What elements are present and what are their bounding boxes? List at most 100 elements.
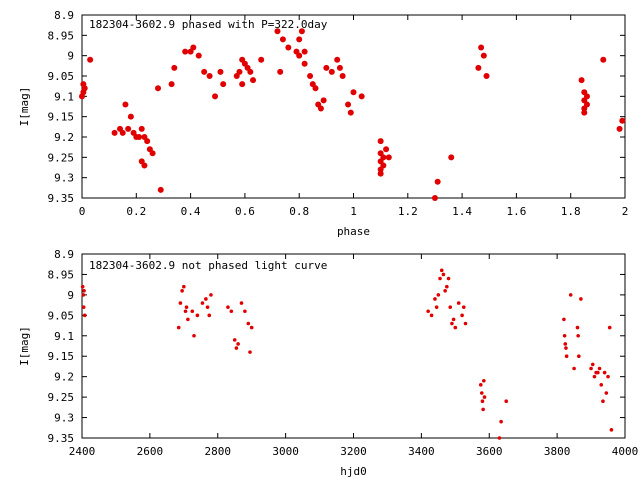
- data-point: [250, 77, 257, 84]
- y-tick-label: 9.2: [54, 371, 74, 384]
- data-point: [461, 305, 466, 309]
- data-point: [195, 52, 202, 59]
- x-tick-label: 2800: [205, 445, 232, 458]
- data-point: [576, 333, 580, 338]
- data-point: [599, 383, 604, 387]
- data-point: [601, 399, 605, 404]
- x-tick-label: 1.8: [561, 205, 581, 218]
- data-point: [583, 93, 590, 100]
- data-point: [475, 64, 482, 71]
- data-point: [127, 113, 134, 120]
- data-point: [426, 309, 430, 314]
- data-point: [258, 56, 265, 63]
- y-tick-label: 8.95: [48, 268, 75, 281]
- data-point: [296, 36, 303, 43]
- x-axis-label: phase: [337, 225, 370, 238]
- chart-title: 182304-3602.9 not phased light curve: [89, 259, 327, 272]
- data-point: [204, 297, 208, 301]
- data-point: [619, 117, 626, 124]
- data-point: [433, 297, 437, 301]
- data-point: [312, 85, 319, 92]
- data-point: [597, 366, 602, 371]
- data-point: [616, 125, 623, 132]
- data-point: [431, 195, 438, 201]
- data-point: [279, 36, 286, 43]
- data-point: [80, 81, 87, 88]
- data-point: [320, 97, 327, 104]
- data-point: [274, 28, 281, 35]
- data-point: [483, 73, 490, 79]
- data-point: [168, 81, 175, 88]
- data-point: [377, 170, 384, 177]
- data-point: [249, 325, 254, 330]
- data-point: [602, 370, 607, 375]
- y-axis-label: I[mag]: [18, 87, 31, 127]
- plot-frame: [81, 253, 626, 439]
- x-tick-label: 1: [350, 205, 357, 218]
- y-axis-label: I[mag]: [18, 326, 31, 366]
- x-tick-label: 2400: [69, 445, 96, 458]
- data-point: [285, 44, 292, 51]
- data-point: [596, 370, 600, 375]
- y-tick-label: 8.9: [54, 9, 74, 22]
- data-point: [301, 48, 308, 55]
- data-point: [604, 391, 609, 395]
- data-point: [212, 93, 219, 100]
- data-point: [190, 44, 197, 51]
- data-point: [209, 293, 213, 297]
- data-point: [87, 56, 94, 63]
- data-point: [138, 125, 145, 132]
- data-point: [480, 52, 487, 59]
- data-point: [577, 354, 581, 359]
- data-point: [448, 305, 453, 309]
- data-point: [236, 342, 240, 346]
- data-point: [180, 289, 184, 293]
- x-tick-label: 1.4: [452, 205, 472, 218]
- data-point: [497, 436, 502, 440]
- chart-panel-1: 0 0.2 0.4 0.6 0.8 1 1.2 1.4 1.6 1.8 2 8.9 8.95 9 9.05 9…: [18, 9, 628, 238]
- data-point: [217, 68, 224, 75]
- y-tick-label: 9.35: [48, 432, 75, 445]
- data-point: [456, 301, 461, 305]
- data-point: [307, 73, 314, 79]
- data-point: [201, 68, 208, 75]
- data-point: [439, 268, 444, 273]
- data-point: [317, 105, 324, 112]
- data-point: [190, 309, 195, 314]
- data-point: [350, 89, 357, 96]
- data-point: [592, 374, 597, 379]
- data-point: [480, 399, 485, 404]
- y-tick-label: 9: [67, 50, 74, 63]
- data-point: [246, 321, 251, 326]
- data-point: [171, 64, 178, 71]
- data-point: [572, 366, 576, 371]
- data-point: [383, 146, 390, 153]
- data-point: [479, 391, 484, 395]
- y-tick-label: 9.1: [54, 90, 74, 103]
- data-point: [434, 305, 439, 309]
- data-point: [236, 68, 243, 75]
- data-point: [136, 134, 143, 140]
- data-point: [438, 276, 442, 281]
- data-point: [448, 154, 455, 161]
- x-tick-label: 0.2: [126, 205, 146, 218]
- x-tick-label: 1.6: [506, 205, 526, 218]
- data-point: [609, 428, 614, 432]
- plot-frame: [81, 14, 626, 199]
- data-point: [205, 305, 210, 309]
- data-point: [178, 301, 183, 305]
- data-point: [149, 150, 156, 157]
- data-point: [323, 64, 330, 71]
- y-tick-label: 9: [67, 289, 74, 302]
- data-point: [481, 407, 485, 412]
- data-point: [296, 52, 303, 59]
- data-point: [562, 333, 567, 338]
- data-point: [347, 109, 354, 116]
- data-point: [157, 186, 164, 193]
- y-tick-label: 9.2: [54, 131, 74, 144]
- data-point: [220, 81, 227, 88]
- data-point: [232, 338, 237, 342]
- data-point: [445, 284, 449, 289]
